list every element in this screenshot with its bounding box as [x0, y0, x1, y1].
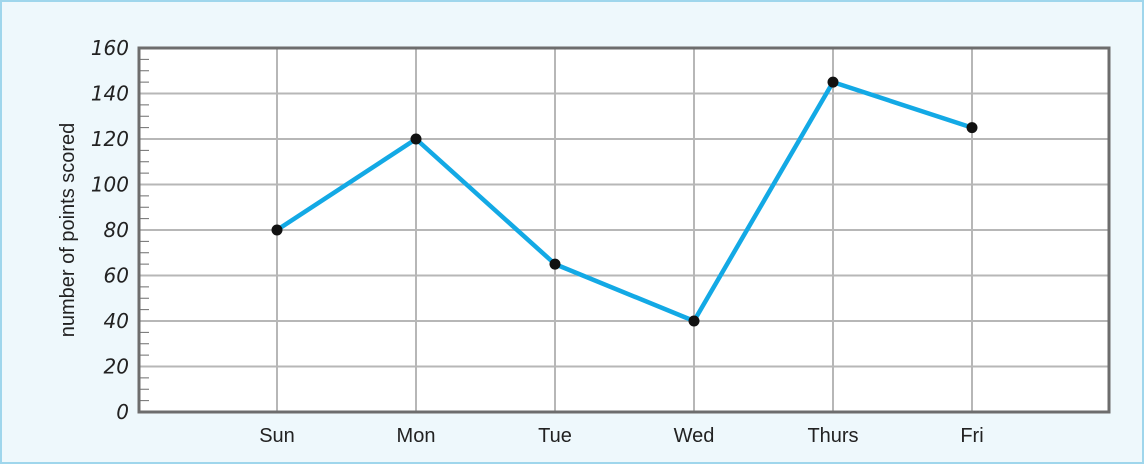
- y-tick-label: 100: [91, 173, 129, 197]
- x-tick-label: Sun: [259, 425, 295, 447]
- x-axis-tick-labels: Sun Mon Tue Wed Thurs Fri: [259, 425, 983, 447]
- x-tick-label: Mon: [397, 425, 436, 447]
- data-point: [827, 76, 839, 88]
- x-tick-label: Wed: [674, 425, 715, 447]
- minor-ticks: [139, 58, 149, 402]
- y-tick-label: 140: [91, 82, 129, 106]
- data-point: [966, 122, 978, 134]
- x-tick-label: Tue: [538, 425, 572, 447]
- y-tick-label: 80: [104, 218, 129, 242]
- y-tick-label: 120: [91, 127, 129, 151]
- data-point: [271, 224, 283, 236]
- data-points: [271, 76, 978, 327]
- data-point: [549, 258, 561, 270]
- series-line: [274, 79, 975, 324]
- y-axis-tick-labels: 0 20 40 60 80 100 120 140 160: [91, 36, 129, 424]
- data-point: [410, 133, 422, 145]
- y-tick-label: 60: [104, 264, 129, 288]
- y-axis-title: number of points scored: [57, 123, 79, 338]
- x-tick-label: Thurs: [807, 425, 858, 447]
- plot-border: [137, 46, 1111, 414]
- y-tick-label: 20: [104, 355, 129, 379]
- y-tick-label: 160: [91, 36, 129, 60]
- x-tick-label: Fri: [960, 425, 983, 447]
- y-tick-label: 0: [116, 400, 129, 424]
- y-tick-label: 40: [104, 309, 129, 333]
- data-point: [688, 315, 700, 327]
